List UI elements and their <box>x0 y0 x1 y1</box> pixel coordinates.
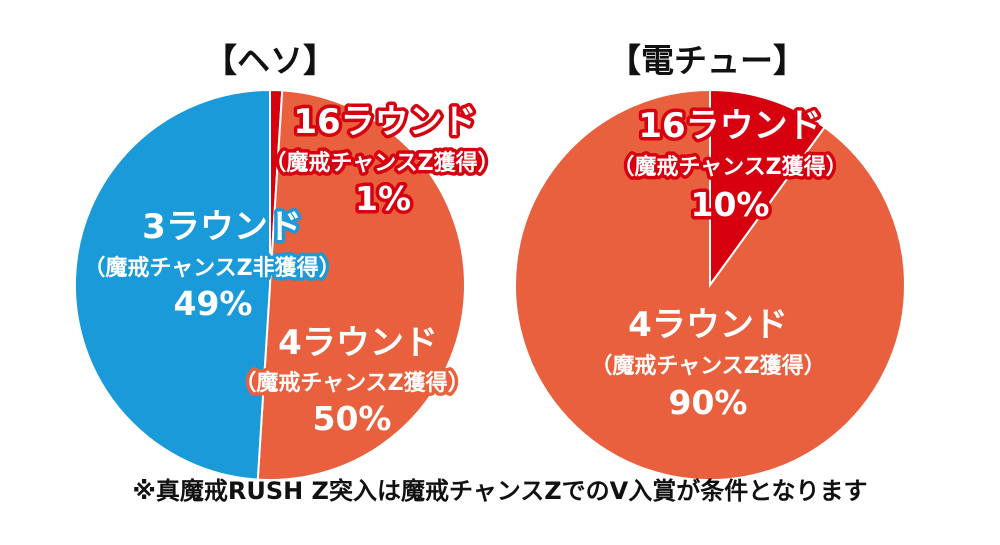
pie-heso-slices <box>74 88 466 482</box>
denchu-4r-sublabel: （魔戒チャンスZ獲得） <box>590 353 825 379</box>
heso-16r-pct: 1% <box>355 179 411 218</box>
pie-heso: 【ヘソ】 16ラウンド （魔戒チャンスZ獲得） 1% 3ラウンド （魔戒チャンス… <box>74 41 503 482</box>
heso-slice-2 <box>74 88 271 481</box>
denchu-16r-sublabel: （魔戒チャンスZ獲得） <box>612 154 847 180</box>
heso-4r-pct: 50% <box>313 399 392 438</box>
denchu-4r-pct: 90% <box>669 383 748 422</box>
heso-16r-sublabel: （魔戒チャンスZ獲得） <box>264 150 499 176</box>
heso-16r-label: 16ラウンド <box>293 102 476 142</box>
footnote: ※真魔戒RUSH Z突入は魔戒チャンスZでのV入賞が条件となります <box>133 477 868 505</box>
pie-heso-title: 【ヘソ】 <box>204 41 336 80</box>
heso-3r-sublabel: （魔戒チャンスZ非獲得） <box>83 255 340 281</box>
denchu-slice-1 <box>514 88 906 481</box>
heso-3r-pct: 49% <box>174 284 253 323</box>
heso-slice-1 <box>256 89 466 482</box>
denchu-4r-label: 4ラウンド <box>628 305 788 345</box>
heso-3r-label: 3ラウンド <box>142 207 302 247</box>
pie-denchu: 【電チュー】 16ラウンド （魔戒チャンスZ獲得） 10% 4ラウンド （魔戒チ… <box>514 41 906 481</box>
pie-denchu-slices <box>514 88 906 481</box>
heso-4r-label: 4ラウンド <box>278 323 438 363</box>
denchu-slice-0 <box>709 88 827 289</box>
pie-denchu-title: 【電チュー】 <box>608 41 806 80</box>
denchu-16r-pct: 10% <box>691 185 770 224</box>
heso-4r-sublabel: （魔戒チャンスZ獲得） <box>234 370 469 396</box>
denchu-16r-label: 16ラウンド <box>638 106 821 146</box>
